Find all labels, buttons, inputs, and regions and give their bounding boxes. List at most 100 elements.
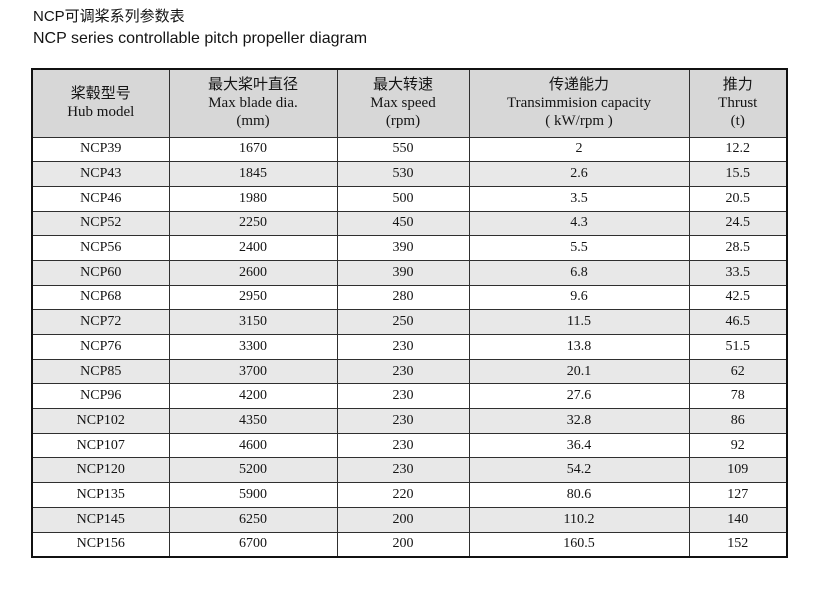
table-cell: 530 [336, 161, 470, 187]
table-cell: 2400 [168, 235, 338, 261]
table-cell: 62 [688, 358, 788, 385]
table-cell: 4600 [168, 432, 338, 459]
column-header-zh: 推力 [722, 77, 753, 94]
table-row: NCP156 6700 200 160.5 152 [31, 531, 788, 558]
table-cell: 500 [336, 185, 470, 212]
table-row: NCP72 3150 250 11.5 46.5 [31, 309, 788, 335]
table-row: NCP60 2600 390 6.8 33.5 [31, 259, 788, 286]
table-row: NCP76 3300 230 13.8 51.5 [31, 334, 788, 360]
column-header-max-speed: 最大转速 Max speed (rpm) [336, 68, 470, 138]
table-cell: 230 [336, 408, 470, 434]
table-cell: 11.5 [468, 309, 690, 335]
table-cell: NCP135 [31, 482, 170, 508]
table-cell: 15.5 [688, 161, 788, 187]
table-row: NCP145 6250 200 110.2 140 [31, 506, 788, 533]
column-header-en: Max speed [370, 95, 436, 112]
column-header-hub-model: 桨毂型号 Hub model [31, 68, 170, 138]
table-cell: 160.5 [468, 531, 690, 558]
table-cell: 86 [688, 408, 788, 434]
table-cell: 78 [688, 383, 788, 410]
table-cell: 3.5 [468, 185, 690, 212]
column-header-unit: ( kW/rpm ) [545, 113, 613, 130]
table-cell: 5.5 [468, 235, 690, 261]
table-cell: 54.2 [468, 457, 690, 484]
column-header-zh: 最大桨叶直径 [207, 77, 298, 94]
column-header-thrust: 推力 Thrust (t) [688, 68, 788, 138]
table-cell: 152 [688, 531, 788, 558]
table-row: NCP56 2400 390 5.5 28.5 [31, 235, 788, 261]
table-cell: 200 [336, 506, 470, 533]
table-cell: NCP72 [31, 309, 170, 335]
table-cell: 140 [688, 506, 788, 533]
table-cell: 5200 [168, 457, 338, 484]
table-cell: 20.1 [468, 358, 690, 385]
table-cell: 3150 [168, 309, 338, 335]
table-row: NCP102 4350 230 32.8 86 [31, 408, 788, 434]
table-cell: 230 [336, 334, 470, 360]
column-header-en: Hub model [67, 104, 135, 121]
table-row: NCP46 1980 500 3.5 20.5 [31, 185, 788, 212]
table-row: NCP39 1670 550 2 12.2 [31, 136, 788, 163]
table-cell: NCP102 [31, 408, 170, 434]
table-cell: 27.6 [468, 383, 690, 410]
table-cell: NCP145 [31, 506, 170, 533]
table-cell: NCP107 [31, 432, 170, 459]
header-row: 桨毂型号 Hub model 最大桨叶直径 Max blade dia. (mm… [31, 68, 788, 138]
table-cell: 230 [336, 383, 470, 410]
table-row: NCP96 4200 230 27.6 78 [31, 383, 788, 410]
table-cell: 1980 [168, 185, 338, 212]
table-cell: 1670 [168, 136, 338, 163]
spec-table: 桨毂型号 Hub model 最大桨叶直径 Max blade dia. (mm… [31, 68, 788, 558]
table-row: NCP120 5200 230 54.2 109 [31, 457, 788, 484]
table-cell: 51.5 [688, 334, 788, 360]
table-cell: 36.4 [468, 432, 690, 459]
table-cell: NCP46 [31, 185, 170, 212]
table-cell: 6700 [168, 531, 338, 558]
table-row: NCP85 3700 230 20.1 62 [31, 358, 788, 385]
table-cell: 550 [336, 136, 470, 163]
table-cell: 2250 [168, 210, 338, 237]
table-cell: 42.5 [688, 284, 788, 311]
table-row: NCP68 2950 280 9.6 42.5 [31, 284, 788, 311]
table-cell: 220 [336, 482, 470, 508]
table-cell: 127 [688, 482, 788, 508]
table-cell: 46.5 [688, 309, 788, 335]
table-row: NCP52 2250 450 4.3 24.5 [31, 210, 788, 237]
column-header-zh: 桨毂型号 [70, 86, 131, 103]
table-cell: 4350 [168, 408, 338, 434]
table-cell: 4200 [168, 383, 338, 410]
table-cell: NCP156 [31, 531, 170, 558]
table-cell: 24.5 [688, 210, 788, 237]
table-row: NCP43 1845 530 2.6 15.5 [31, 161, 788, 187]
table-cell: NCP68 [31, 284, 170, 311]
column-header-zh: 传递能力 [548, 77, 609, 94]
column-header-max-blade-dia: 最大桨叶直径 Max blade dia. (mm) [168, 68, 338, 138]
table-cell: 6.8 [468, 259, 690, 286]
table-cell: 2950 [168, 284, 338, 311]
table-row: NCP135 5900 220 80.6 127 [31, 482, 788, 508]
table-cell: 280 [336, 284, 470, 311]
table-cell: 12.2 [688, 136, 788, 163]
column-header-unit: (mm) [236, 113, 270, 130]
table-cell: 230 [336, 457, 470, 484]
column-header-zh: 最大转速 [372, 77, 433, 94]
table-cell: 450 [336, 210, 470, 237]
column-header-unit: (rpm) [385, 113, 421, 130]
spec-table-body: NCP39 1670 550 2 12.2 NCP43 1845 530 2.6 15.5 NCP4… [31, 136, 788, 558]
table-cell: 390 [336, 235, 470, 261]
table-cell: NCP96 [31, 383, 170, 410]
table-cell: 390 [336, 259, 470, 286]
table-cell: NCP76 [31, 334, 170, 360]
spec-table-header: 桨毂型号 Hub model 最大桨叶直径 Max blade dia. (mm… [31, 68, 788, 138]
column-header-en: Transimmision capacity [506, 95, 652, 112]
table-cell: NCP39 [31, 136, 170, 163]
table-cell: 33.5 [688, 259, 788, 286]
table-cell: 109 [688, 457, 788, 484]
table-cell: 110.2 [468, 506, 690, 533]
table-cell: 200 [336, 531, 470, 558]
table-cell: 92 [688, 432, 788, 459]
table-cell: NCP85 [31, 358, 170, 385]
column-header-unit: (t) [730, 113, 745, 130]
table-cell: NCP60 [31, 259, 170, 286]
table-cell: 2 [468, 136, 690, 163]
